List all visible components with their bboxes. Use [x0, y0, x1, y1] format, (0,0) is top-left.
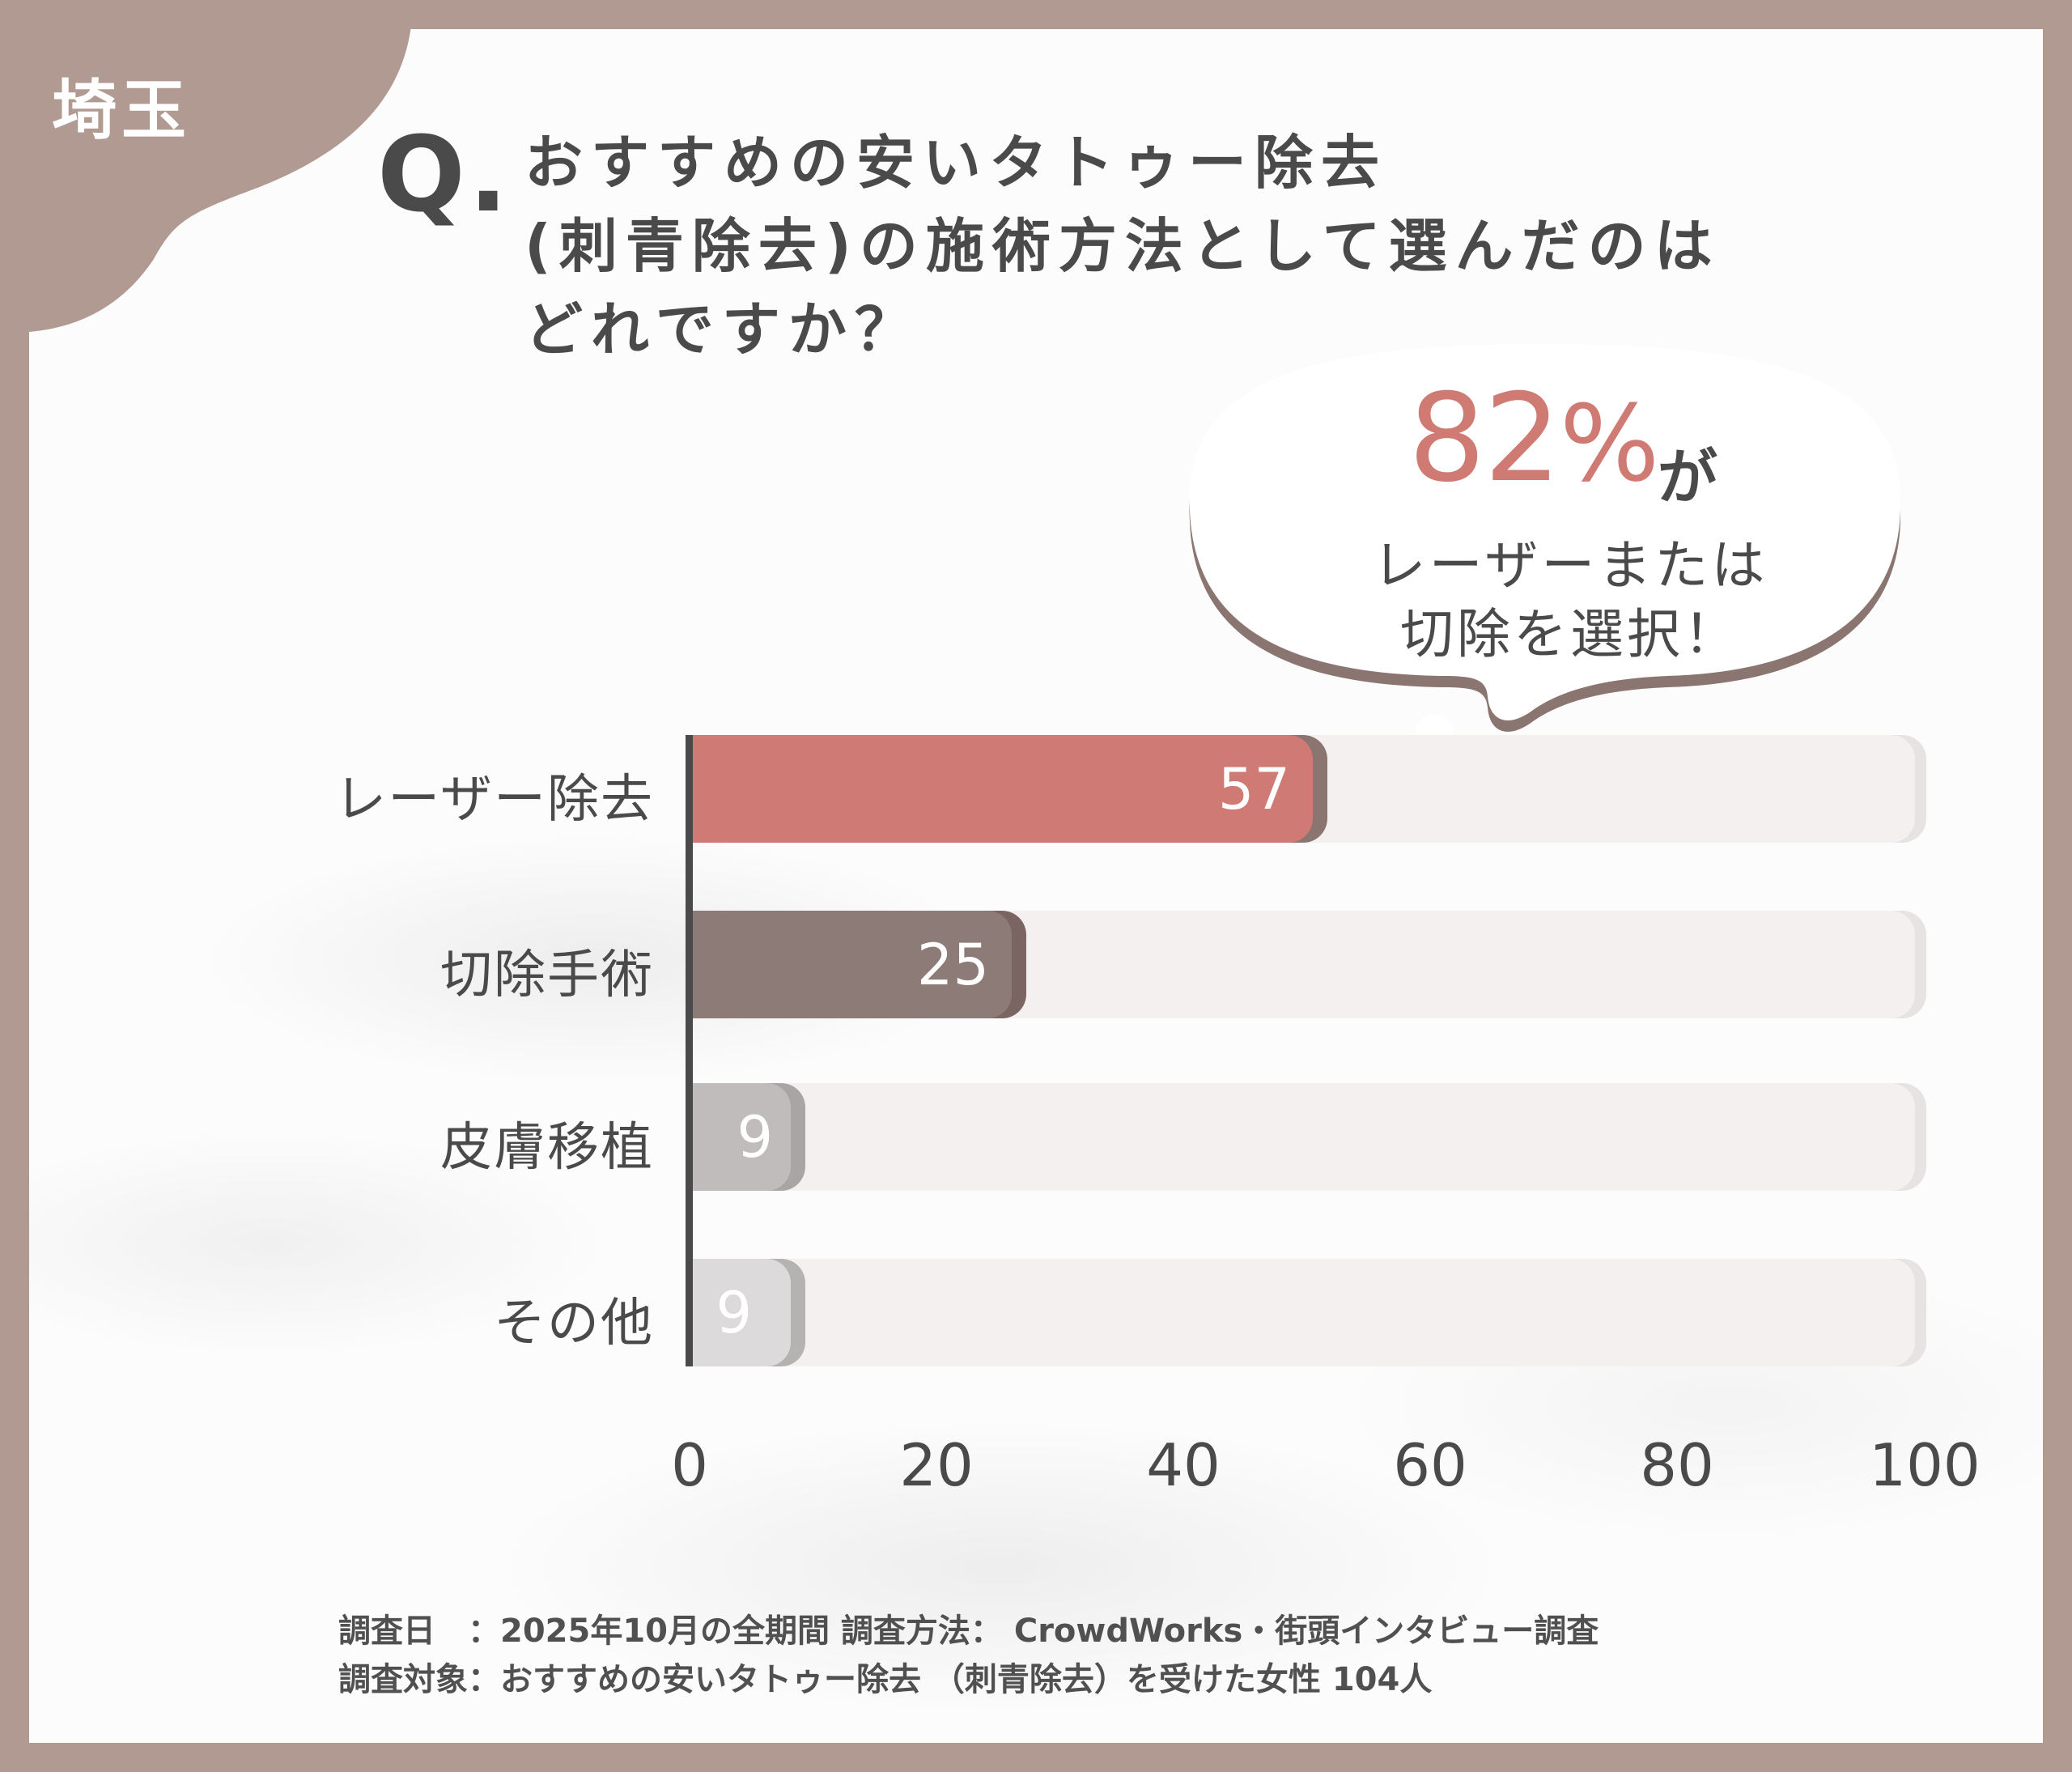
bar-value: 57 — [1217, 755, 1290, 822]
category-label: レーザー除去 — [334, 770, 654, 830]
bar-value: 9 — [715, 1279, 752, 1346]
category-label: その他 — [494, 1294, 654, 1353]
category-label: 皮膚移植 — [440, 1118, 654, 1178]
bar-track — [693, 1259, 1915, 1366]
callout-percent: 82% — [1408, 368, 1660, 509]
callout-line-1: レーザーまたは — [1372, 534, 1768, 597]
category-label: 切除手術 — [440, 945, 654, 1005]
question-marker: Q. — [377, 115, 512, 236]
bar-track — [693, 1083, 1915, 1191]
bar-value: 25 — [916, 931, 989, 998]
bar-excision: 25 — [693, 911, 1012, 1018]
question-title: おすすめの安いタトゥー除去 (刺青除去)の施術方法として選んだのは どれですか？ — [524, 121, 1721, 372]
region-badge: 埼玉 — [52, 73, 191, 148]
x-tick-label: 100 — [1869, 1431, 1981, 1499]
infographic-panel — [29, 29, 2043, 1743]
question-line-2: (刺青除去)の施術方法として選んだのは — [524, 212, 1721, 280]
callout-percent-sign: % — [1559, 382, 1660, 505]
callout-line-2: 切除を選択！ — [1400, 603, 1740, 665]
x-tick-label: 20 — [899, 1431, 974, 1499]
x-tick-label: 60 — [1393, 1431, 1467, 1499]
bar-other: 9 — [693, 1259, 791, 1366]
x-tick-label: 40 — [1146, 1431, 1221, 1499]
callout-particle: が — [1658, 443, 1717, 512]
corner-blob — [0, 0, 413, 340]
question-line-1: おすすめの安いタトゥー除去 — [524, 129, 1388, 197]
x-tick-label: 80 — [1640, 1431, 1714, 1499]
callout-percent-value: 82 — [1408, 368, 1561, 509]
question-line-3: どれですか？ — [524, 295, 921, 363]
x-tick-label: 0 — [671, 1431, 708, 1499]
survey-note-line-2: 調査対象：おすすめの安いタトゥー除去 （刺青除去）を受けた女性 104人 — [338, 1661, 1433, 1698]
survey-note-line-1: 調査日 ：2025年10月の全期間 調査方法： CrowdWorks・街頭インタ… — [338, 1613, 1599, 1650]
bar-value: 9 — [737, 1103, 773, 1171]
y-axis-line — [686, 735, 693, 1366]
bar-skin-graft: 9 — [693, 1083, 791, 1191]
bar-laser-removal: 57 — [693, 735, 1313, 843]
